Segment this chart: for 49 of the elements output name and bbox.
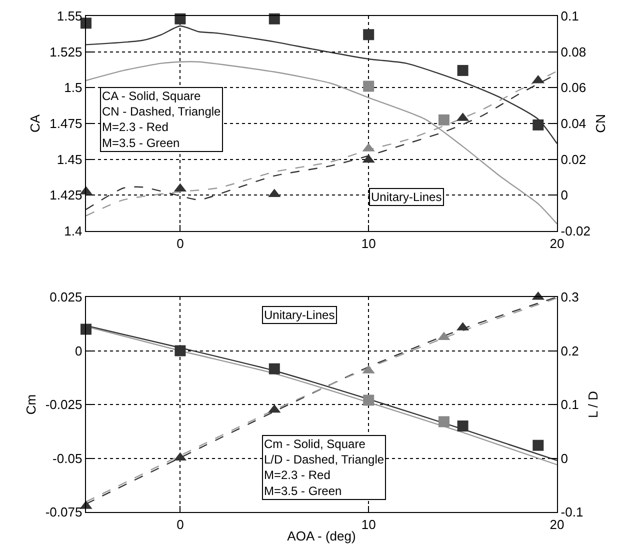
y-tick-label: -0.05 <box>52 450 82 466</box>
y2-tick-label: 0.06 <box>560 80 586 96</box>
x-axis-title: AOA - (deg) <box>287 528 356 544</box>
y2-tick-label: 0.3 <box>560 290 579 305</box>
point <box>363 394 374 406</box>
point <box>80 324 92 335</box>
annotation: CA - Solid, Square CN - Dashed, Triangle M=2.3 - Red M=3.5 - Green <box>102 89 222 150</box>
annotation: Unitary-Lines <box>371 190 442 204</box>
y2-tick-label: 0.1 <box>560 397 579 412</box>
annotation: Cm - Solid, Square L/D - Dashed, Triangle M=2.3 - Red M=3.5 - Green <box>264 437 384 498</box>
y-tick-label: 1.525 <box>50 44 82 60</box>
y-tick-label: 1.425 <box>50 188 82 203</box>
point <box>532 440 544 451</box>
point <box>174 13 186 24</box>
y-tick-label: 1.45 <box>56 152 82 167</box>
x-tick-label: 10 <box>361 516 376 532</box>
y-tick-label: 1.4 <box>64 224 82 239</box>
y-tick-label: 1.55 <box>56 8 82 24</box>
y2-tick-label: 0 <box>560 188 568 203</box>
y-tick-label: 0 <box>74 343 82 358</box>
annotation: Unitary-Lines <box>264 308 335 322</box>
x-tick-label: 0 <box>176 516 184 532</box>
y-tick-label: 0.025 <box>50 290 82 305</box>
y2-tick-label: 0.04 <box>560 116 586 132</box>
point <box>457 420 468 432</box>
y-tick-label: 1.5 <box>64 80 82 96</box>
point <box>457 64 468 76</box>
y-tick-label: -0.075 <box>45 504 82 520</box>
y2-tick-label: 0.2 <box>560 343 579 358</box>
point <box>532 119 544 130</box>
y-axis-title: Cm <box>23 394 38 415</box>
y-axis-title: CA <box>28 114 43 133</box>
y2-tick-label: 0.02 <box>560 152 586 167</box>
x-tick-label: 0 <box>176 236 184 251</box>
point <box>268 363 280 374</box>
point <box>438 114 450 126</box>
point <box>268 13 280 24</box>
y-tick-label: -0.025 <box>45 397 82 412</box>
y2-axis-title: L / D <box>586 391 601 418</box>
point <box>174 345 186 356</box>
y2-tick-label: 0.1 <box>560 8 579 24</box>
y2-tick-label: 0.08 <box>560 44 586 60</box>
point <box>363 29 374 40</box>
y2-axis-title: CN <box>592 114 608 133</box>
y-tick-label: 1.475 <box>50 116 82 132</box>
x-tick-label: 10 <box>361 236 376 251</box>
y2-tick-label: 0 <box>560 450 568 466</box>
point <box>438 416 450 428</box>
point <box>363 80 374 92</box>
